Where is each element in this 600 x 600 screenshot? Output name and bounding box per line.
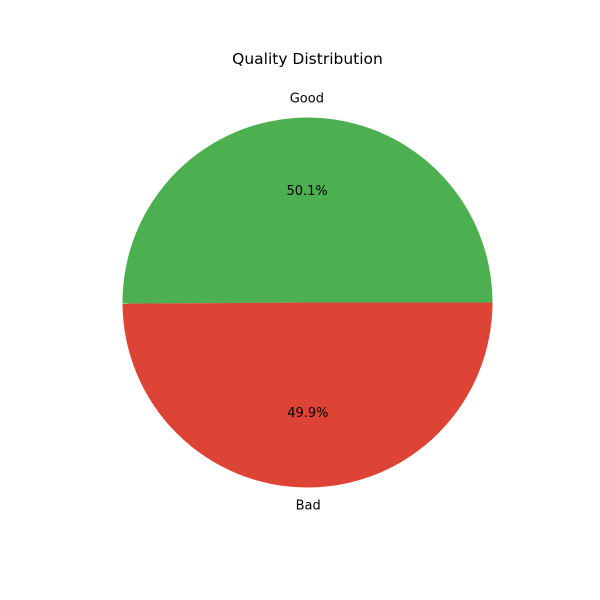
pie-slice-bad [122,302,493,488]
pie-slices [122,117,493,488]
pie-slice-good [122,117,493,304]
slice-percent-good: 50.1% [286,184,327,199]
chart-title: Quality Distribution [232,50,383,68]
slice-percent-bad: 49.9% [287,406,328,421]
slice-label-bad: Bad [296,498,321,513]
slice-label-good: Good [290,92,324,107]
pie-labels: Good 50.1% Bad 49.9% [286,92,328,514]
